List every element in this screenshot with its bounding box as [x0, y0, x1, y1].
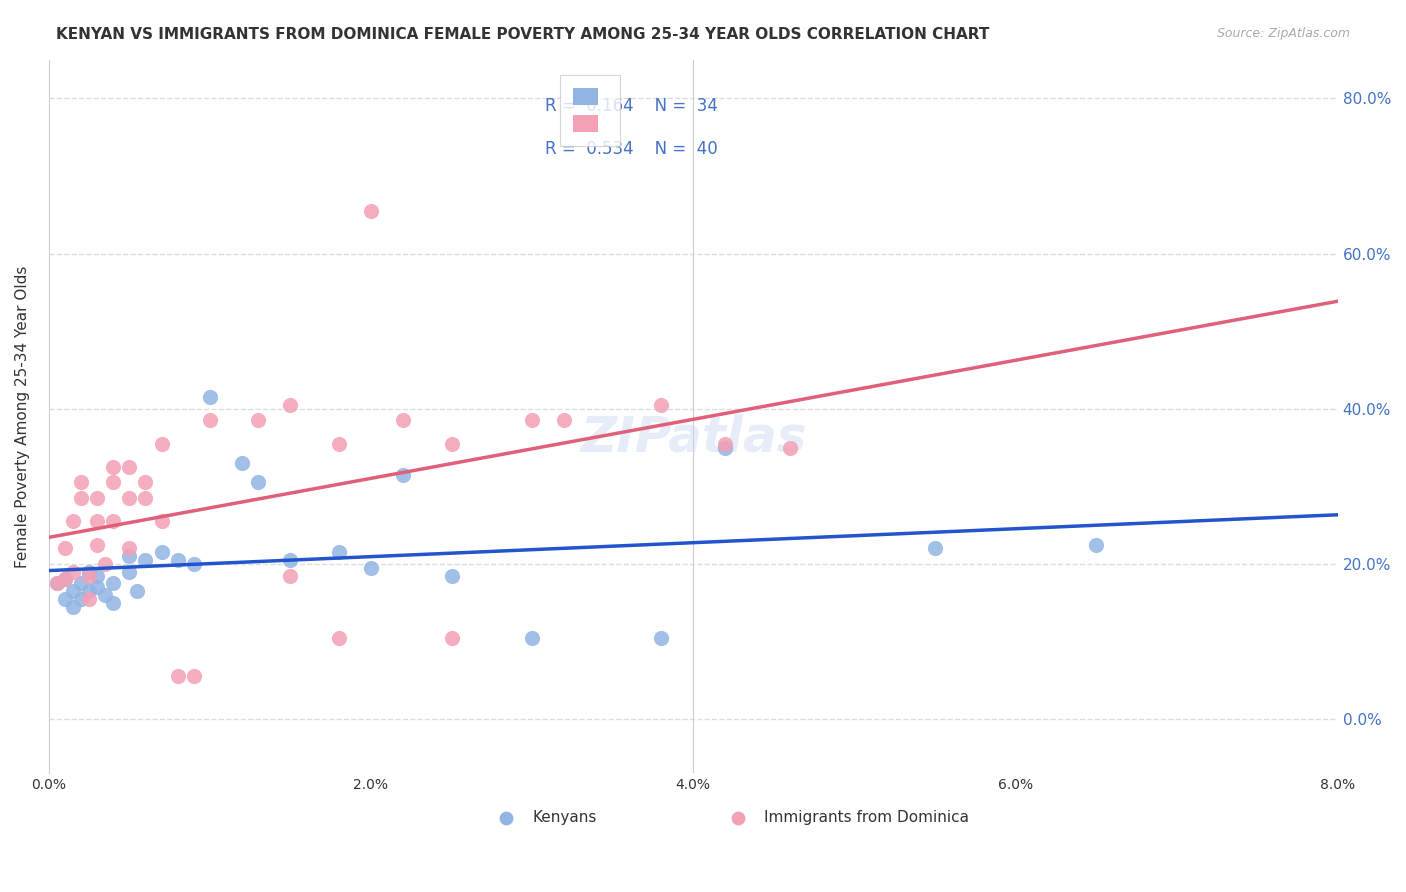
Point: [70, 576, 93, 591]
Point: [166, 553, 188, 567]
Point: [520, 631, 543, 645]
Point: [77, 591, 100, 606]
Point: [53, 573, 76, 587]
Point: [328, 631, 350, 645]
Point: [134, 491, 156, 505]
Point: [440, 436, 463, 450]
Point: [45, 576, 67, 591]
Point: [247, 413, 270, 427]
Point: [70, 475, 93, 490]
Point: [127, 584, 149, 599]
Point: [94, 588, 117, 602]
Text: ZIPatlas: ZIPatlas: [579, 414, 807, 462]
Point: [45, 576, 67, 591]
Point: [118, 459, 141, 474]
Point: [134, 553, 156, 567]
Text: R =  0.164    N =  34: R = 0.164 N = 34: [546, 97, 718, 115]
Point: [650, 631, 672, 645]
Text: Source: ZipAtlas.com: Source: ZipAtlas.com: [1216, 27, 1350, 40]
Text: R =  0.534    N =  40: R = 0.534 N = 40: [546, 140, 717, 158]
Point: [440, 568, 463, 582]
Point: [360, 203, 382, 218]
Point: [247, 475, 270, 490]
Point: [779, 441, 801, 455]
Point: [53, 573, 76, 587]
Point: [53, 541, 76, 556]
Point: [183, 669, 205, 683]
Point: [520, 413, 543, 427]
Point: [53, 591, 76, 606]
Point: [280, 553, 302, 567]
Point: [360, 561, 382, 575]
Text: Kenyans: Kenyans: [531, 810, 596, 825]
Point: [77, 568, 100, 582]
Point: [62, 584, 84, 599]
Point: [118, 491, 141, 505]
Legend: , : ,: [560, 75, 620, 146]
Point: [103, 596, 125, 610]
Point: [440, 631, 463, 645]
Point: [103, 514, 125, 528]
Point: [328, 545, 350, 559]
Point: [103, 576, 125, 591]
Point: [1084, 537, 1107, 551]
Point: [714, 441, 737, 455]
Point: [392, 467, 415, 482]
Point: [150, 545, 173, 559]
Point: [714, 436, 737, 450]
Point: [134, 475, 156, 490]
Point: [70, 491, 93, 505]
Point: [198, 413, 221, 427]
Point: [94, 557, 117, 571]
Point: [553, 413, 575, 427]
Point: [77, 584, 100, 599]
Point: [86, 568, 108, 582]
Point: [86, 514, 108, 528]
Point: [392, 413, 415, 427]
Point: [62, 565, 84, 579]
Point: [118, 541, 141, 556]
Point: [150, 514, 173, 528]
Point: [62, 599, 84, 614]
Text: KENYAN VS IMMIGRANTS FROM DOMINICA FEMALE POVERTY AMONG 25-34 YEAR OLDS CORRELAT: KENYAN VS IMMIGRANTS FROM DOMINICA FEMAL…: [56, 27, 990, 42]
Y-axis label: Female Poverty Among 25-34 Year Olds: Female Poverty Among 25-34 Year Olds: [15, 265, 30, 567]
Point: [183, 557, 205, 571]
Point: [103, 459, 125, 474]
Point: [166, 669, 188, 683]
Point: [86, 491, 108, 505]
Point: [62, 514, 84, 528]
Point: [118, 565, 141, 579]
Point: [198, 390, 221, 404]
Point: [280, 568, 302, 582]
Point: [86, 580, 108, 594]
Point: [118, 549, 141, 563]
Point: [650, 398, 672, 412]
Point: [70, 591, 93, 606]
Point: [150, 436, 173, 450]
Point: [231, 456, 253, 470]
Point: [924, 541, 946, 556]
Point: [103, 475, 125, 490]
Text: Immigrants from Dominica: Immigrants from Dominica: [763, 810, 969, 825]
Point: [328, 436, 350, 450]
Point: [77, 565, 100, 579]
Point: [280, 398, 302, 412]
Point: [86, 537, 108, 551]
